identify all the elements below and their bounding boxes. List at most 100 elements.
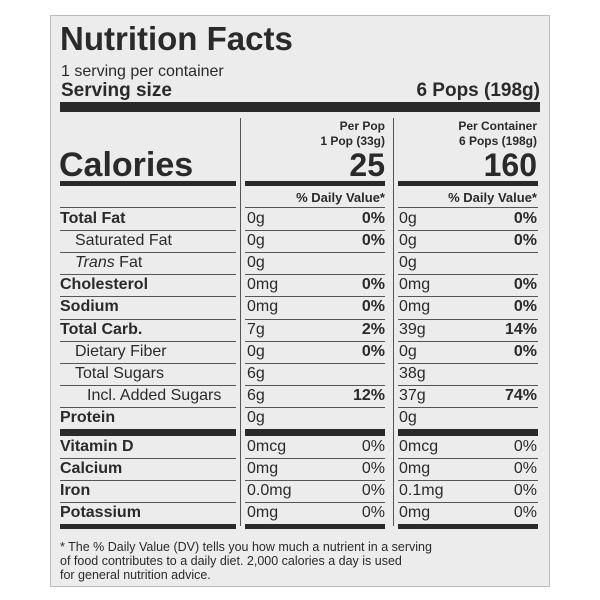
daily-value: 0% (513, 210, 537, 227)
amount: 0g (247, 232, 265, 250)
amount: 0mcg (247, 438, 287, 455)
row-rule (245, 296, 385, 297)
row-rule (245, 341, 385, 342)
daily-value: 0% (361, 342, 385, 360)
amount: 0mg (399, 460, 431, 477)
column-divider (240, 118, 241, 526)
row-rule (398, 407, 538, 408)
row-rule (60, 230, 236, 231)
amount: 37g (399, 386, 426, 404)
nutrient-name-text: Vitamin D (60, 438, 134, 455)
amount: 0.1mg (399, 482, 444, 499)
row-rule (398, 207, 538, 208)
footnote-line: of food contributes to a daily diet. 2,0… (60, 554, 402, 568)
row-rule (60, 341, 236, 342)
nutrient-name-text: Dietary Fiber (75, 342, 167, 360)
amount: 0g (247, 342, 265, 360)
daily-value: 12% (352, 386, 385, 404)
amount: 0g (399, 232, 417, 250)
nutrient-name: Saturated Fat (75, 232, 172, 250)
nutrient-name: Trans Fat (75, 254, 142, 272)
medium-rule (245, 524, 385, 529)
row-rule (398, 363, 538, 364)
daily-value: 0% (361, 298, 385, 316)
row-rule (398, 274, 538, 275)
column-heading: Per Container (458, 119, 537, 133)
row-rule (398, 319, 538, 320)
amount: 0mg (247, 298, 279, 316)
nutrient-name: Protein (60, 409, 115, 427)
row-rule (60, 458, 236, 459)
daily-value: 0% (361, 232, 385, 250)
medium-rule (398, 524, 538, 529)
amount: 0g (399, 210, 417, 227)
daily-value: 0% (513, 504, 537, 521)
row-rule (60, 407, 236, 408)
row-rule (245, 502, 385, 503)
daily-value: 14% (504, 320, 537, 338)
row-rule (245, 458, 385, 459)
row-rule (245, 385, 385, 386)
daily-value: 0% (361, 460, 385, 477)
amount: 0g (399, 342, 417, 360)
calories-value: 25 (349, 147, 385, 183)
footnote-line: for general nutrition advice. (60, 568, 211, 582)
footnote: * The % Daily Value (DV) tells you how m… (60, 540, 432, 582)
nutrient-name-text: Sodium (60, 298, 119, 316)
amount: 0g (247, 210, 265, 227)
row-rule (398, 480, 538, 481)
medium-rule (245, 181, 385, 186)
row-rule (60, 480, 236, 481)
row-rule (245, 274, 385, 275)
nutrient-name: Vitamin D (60, 438, 134, 456)
amount: 38g (399, 364, 426, 382)
nutrient-name: Total Fat (60, 210, 125, 228)
nutrient-name: Total Carb. (60, 321, 142, 339)
daily-value: 0% (361, 276, 385, 294)
daily-value: 0% (513, 276, 537, 294)
calories-value: 160 (483, 147, 537, 183)
daily-value: 0% (361, 438, 385, 455)
nutrient-name: Iron (60, 482, 90, 500)
row-rule (60, 274, 236, 275)
amount: 0mg (247, 504, 279, 521)
daily-value: 0% (513, 298, 537, 316)
row-rule (398, 341, 538, 342)
row-rule (398, 458, 538, 459)
row-rule (60, 252, 236, 253)
row-rule (245, 230, 385, 231)
thick-rule (60, 102, 540, 112)
daily-value: 2% (361, 320, 385, 338)
amount: 39g (399, 320, 426, 338)
amount: 0.0mg (247, 482, 292, 499)
amount: 0mg (399, 276, 431, 294)
nutrient-name-text: Saturated Fat (75, 232, 172, 250)
row-rule (245, 363, 385, 364)
amount: 0mg (247, 460, 279, 477)
amount: 0g (399, 408, 417, 426)
nutrient-name-text: Total Carb. (60, 320, 143, 338)
amount: 6g (247, 386, 265, 404)
medium-rule (60, 181, 236, 186)
row-rule (60, 363, 236, 364)
amount: 0mg (399, 298, 431, 316)
nutrient-name: Cholesterol (60, 276, 148, 294)
dv-header: % Daily Value* (296, 190, 385, 205)
nutrient-name: Calcium (60, 460, 122, 478)
medium-rule (60, 524, 236, 529)
nutrient-name-text: Total Fat (60, 210, 126, 227)
amount: 7g (247, 320, 265, 338)
column-heading: Per Pop (339, 119, 385, 133)
medium-rule (245, 429, 385, 436)
row-rule (398, 385, 538, 386)
row-rule (245, 252, 385, 253)
nutrient-name: Incl. Added Sugars (87, 387, 221, 405)
nutrient-name-italic: Trans (75, 254, 115, 272)
nutrient-name-text: Total Sugars (75, 364, 164, 382)
daily-value: 0% (513, 438, 537, 455)
column-divider (393, 118, 394, 526)
nutrient-name-text: Cholesterol (60, 276, 149, 294)
nutrient-name-text: Incl. Added Sugars (87, 386, 222, 404)
serving-size-label: Serving size (61, 80, 172, 101)
